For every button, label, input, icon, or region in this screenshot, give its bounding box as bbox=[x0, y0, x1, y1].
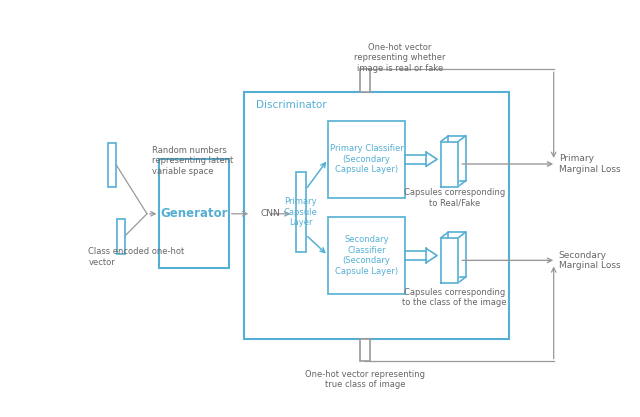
Text: Primary
Marginal Loss: Primary Marginal Loss bbox=[559, 154, 620, 174]
Text: Discriminator: Discriminator bbox=[256, 100, 326, 110]
FancyBboxPatch shape bbox=[108, 143, 116, 186]
Text: Random numbers
representing latent
variable space: Random numbers representing latent varia… bbox=[152, 146, 233, 176]
Text: Capsules corresponding
to the class of the image: Capsules corresponding to the class of t… bbox=[402, 288, 507, 307]
Text: CNN: CNN bbox=[260, 209, 280, 218]
Polygon shape bbox=[426, 249, 437, 263]
FancyBboxPatch shape bbox=[360, 69, 370, 92]
Text: One-hot vector
representing whether
image is real or fake: One-hot vector representing whether imag… bbox=[354, 43, 445, 73]
Text: Primary Classifier
(Secondary
Capsule Layer): Primary Classifier (Secondary Capsule La… bbox=[330, 144, 403, 174]
Polygon shape bbox=[441, 141, 458, 186]
Polygon shape bbox=[405, 155, 426, 164]
Text: Secondary
Marginal Loss: Secondary Marginal Loss bbox=[559, 251, 620, 270]
Text: One-hot vector representing
true class of image: One-hot vector representing true class o… bbox=[305, 369, 425, 389]
Text: Class encoded one-hot
vector: Class encoded one-hot vector bbox=[88, 247, 185, 267]
FancyBboxPatch shape bbox=[296, 172, 306, 252]
FancyBboxPatch shape bbox=[116, 219, 125, 254]
Text: Secondary
Classifier
(Secondary
Capsule Layer): Secondary Classifier (Secondary Capsule … bbox=[335, 236, 398, 276]
Polygon shape bbox=[441, 238, 458, 283]
Text: Generator: Generator bbox=[161, 207, 228, 220]
Text: Primary
Capsule
Layer: Primary Capsule Layer bbox=[284, 197, 317, 227]
Text: Capsules corresponding
to Real/Fake: Capsules corresponding to Real/Fake bbox=[404, 188, 505, 207]
FancyBboxPatch shape bbox=[360, 339, 370, 362]
Polygon shape bbox=[426, 152, 437, 166]
Polygon shape bbox=[405, 251, 426, 260]
